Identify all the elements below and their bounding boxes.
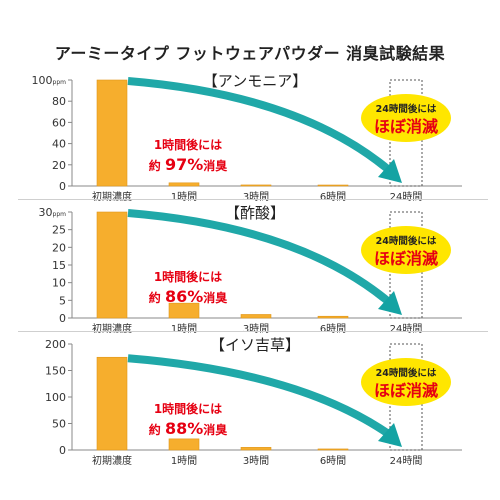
bar — [317, 315, 349, 319]
annotation-line2: 約 86%消臭 — [149, 287, 228, 306]
x-tick-label: 3時間 — [243, 455, 269, 467]
arrow-curve — [127, 77, 393, 175]
y-tick-label: 5 — [59, 294, 66, 307]
badge-line1: 24時間後には — [376, 235, 437, 247]
y-tick-label: 100 — [45, 391, 66, 404]
x-tick-label: 3時間 — [243, 191, 269, 203]
x-tick-label: 1時間 — [171, 323, 197, 335]
chart-panel-ammonia: 【アンモニア】 0 20 40 60 80 100ppm 初期濃度 1時間 3時間 6時間 24時間 1… — [0, 66, 500, 216]
arrow-head — [378, 423, 402, 447]
annotation-line1: 1時間後には — [154, 401, 222, 416]
badge-line2: ほぼ消滅 — [374, 117, 438, 136]
chart-panel-acetic-acid: 【酢酸】 0 5 10 15 20 25 30ppm 初期濃度 1時間 3時間 6時間 24時間 1時間後… — [0, 198, 500, 348]
badge-line2: ほぼ消滅 — [374, 249, 438, 268]
chart-main-title: アーミータイプ フットウェアパウダー 消臭試験結果 — [54, 44, 446, 63]
y-tick-label: 20 — [52, 159, 66, 172]
y-tick-label: 100ppm — [32, 74, 67, 87]
badge-line1: 24時間後には — [376, 367, 437, 379]
bar — [168, 438, 200, 451]
annotation-line2: 約 97%消臭 — [149, 155, 228, 174]
badge-background — [361, 358, 451, 406]
x-tick-label: 6時間 — [320, 191, 346, 203]
bar — [168, 182, 200, 187]
y-tick-label: 0 — [59, 444, 66, 457]
bar — [317, 448, 349, 451]
arrow-head — [378, 159, 402, 183]
y-tick-label: 0 — [59, 180, 66, 193]
x-tick-label: 6時間 — [320, 455, 346, 467]
badge-background — [361, 94, 451, 142]
annotation-line1: 1時間後には — [154, 137, 222, 152]
x-tick-label: 1時間 — [171, 191, 197, 203]
badge-line1: 24時間後には — [376, 103, 437, 115]
annotation-line2: 約 88%消臭 — [149, 419, 228, 438]
arrow-head — [378, 291, 402, 315]
badge-background — [361, 226, 451, 274]
bar — [317, 184, 349, 187]
bar — [168, 302, 200, 319]
chart-title: 【イソ吉草】 — [210, 336, 300, 354]
y-tick-label: 60 — [52, 116, 66, 129]
bar — [240, 314, 272, 319]
y-tick-label: 40 — [52, 138, 66, 151]
annotation-line1: 1時間後には — [154, 269, 222, 284]
x-tick-label: 1時間 — [171, 455, 197, 467]
chart-isovaleric-acid: 【イソ吉草】 0 50 100 150 200 初期濃度 1時間 3時間 6時間 24時間 1時間後に… — [45, 336, 462, 467]
x-tick-label: 24時間 — [390, 323, 423, 335]
chart-title: 【酢酸】 — [225, 204, 285, 222]
arrow-curve — [127, 209, 393, 307]
bar — [240, 447, 272, 451]
chart-title: 【アンモニア】 — [203, 72, 307, 90]
y-tick-label: 80 — [52, 95, 66, 108]
x-tick-label: 初期濃度 — [92, 454, 132, 467]
bar — [240, 184, 272, 187]
badge-line2: ほぼ消滅 — [374, 381, 438, 400]
y-tick-label: 15 — [52, 259, 66, 272]
bar — [96, 211, 128, 319]
panel-divider — [18, 199, 488, 200]
x-tick-label: 3時間 — [243, 323, 269, 335]
y-tick-label: 50 — [52, 418, 66, 431]
y-tick-label: 200 — [45, 338, 66, 351]
y-tick-label: 10 — [52, 277, 66, 290]
y-tick-label: 0 — [59, 312, 66, 325]
chart-panel-isovaleric-acid: 【イソ吉草】 0 50 100 150 200 初期濃度 1時間 3時間 6時間 24時間 1時間後に… — [0, 330, 500, 480]
x-tick-label: 6時間 — [320, 323, 346, 335]
x-tick-label: 24時間 — [390, 455, 423, 467]
y-tick-label: 150 — [45, 365, 66, 378]
bar — [96, 356, 128, 451]
arrow-curve — [127, 354, 393, 439]
bar — [96, 79, 128, 187]
panel-divider — [18, 331, 488, 332]
y-tick-label: 25 — [52, 224, 66, 237]
y-tick-label: 30ppm — [39, 206, 67, 219]
y-tick-label: 20 — [52, 241, 66, 254]
x-tick-label: 24時間 — [390, 191, 423, 203]
